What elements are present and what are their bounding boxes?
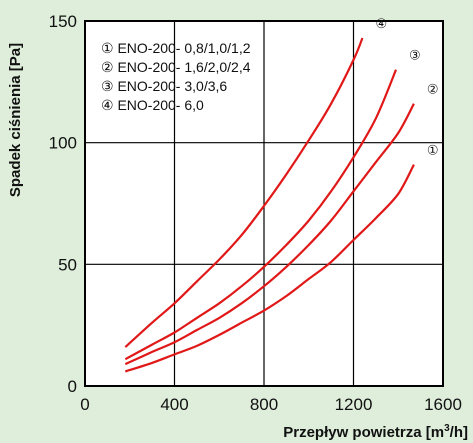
series-line-4	[124, 37, 364, 348]
grid-lines	[85, 21, 443, 386]
legend-entry-2: ② ENO-200- 1,6/2,0/2,4	[101, 59, 251, 75]
curve-label-3: ③	[409, 48, 421, 63]
x-tick-label: 1200	[335, 395, 373, 414]
y-tick-label: 50	[58, 255, 77, 274]
series-line-3	[124, 69, 398, 361]
y-tick-label: 0	[68, 377, 77, 396]
x-tick-label: 400	[160, 395, 188, 414]
legend-entry-1: ① ENO-200- 0,8/1,0/1,2	[101, 40, 251, 56]
legend-entry-3: ③ ENO-200- 3,0/3,6	[101, 78, 227, 94]
y-tick-label: 100	[49, 134, 77, 153]
x-tick-label: 800	[250, 395, 278, 414]
y-axis-label: Spadek ciśnienia [Pa]	[7, 43, 24, 197]
series-line-1	[124, 164, 415, 373]
x-tick-label: 1600	[424, 395, 462, 414]
curve-label-2: ②	[427, 82, 439, 97]
tick-labels: 0 400 800 1200 1600 0 50 100 150	[49, 12, 462, 414]
series-line-2	[124, 103, 415, 366]
legend: ① ENO-200- 0,8/1,0/1,2 ② ENO-200- 1,6/2,…	[101, 40, 251, 113]
x-axis-label: Przepływ powietrza [m3/h]	[283, 423, 468, 441]
x-tick-label: 0	[80, 395, 89, 414]
legend-entry-4: ④ ENO-200- 6,0	[101, 97, 204, 113]
curve-label-4: ④	[375, 16, 387, 31]
y-tick-label: 150	[49, 12, 77, 31]
curve-label-1: ①	[427, 143, 439, 158]
series-curves: ① ② ③ ④	[124, 16, 439, 373]
